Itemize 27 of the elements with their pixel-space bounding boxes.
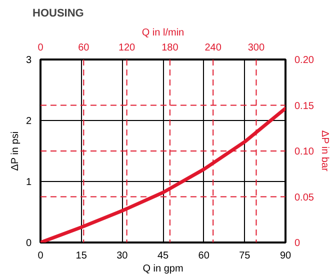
x-tick-label: 0 (38, 250, 44, 262)
y2-tick-label: 0.05 (294, 192, 314, 204)
x-tick-label: 45 (157, 250, 169, 262)
y2-tick-label: 0.10 (294, 146, 314, 158)
x2-tick-label: 300 (248, 42, 266, 54)
x-axis-title: Q in gpm (142, 264, 184, 274)
y-tick-label: 0 (26, 238, 32, 249)
x-tick-label: 60 (198, 250, 210, 262)
x2-tick-label: 60 (78, 42, 90, 54)
x2-tick-label: 240 (204, 42, 222, 54)
y-tick-label: 3 (26, 55, 32, 66)
x2-axis-title: Q in l/min (142, 28, 184, 38)
x2-tick-label: 120 (118, 42, 136, 54)
x-tick-label: 75 (239, 250, 251, 262)
y-axis-title: ΔP in psi (10, 131, 21, 171)
y-tick-label: 1 (26, 177, 32, 188)
x-tick-label: 15 (76, 250, 88, 262)
x-tick-label: 90 (280, 250, 292, 262)
x2-tick-label: 0 (38, 42, 44, 54)
x2-tick-label: 180 (162, 42, 179, 54)
chart-title: HOUSING (32, 8, 84, 20)
y2-axis-title: ΔP in bar (318, 130, 330, 172)
y2-tick-label: 0.15 (294, 100, 314, 112)
x-tick-label: 30 (116, 250, 128, 262)
y2-tick-label: 0.20 (294, 55, 314, 66)
y2-tick-label: 0 (294, 238, 300, 249)
y-tick-label: 2 (26, 116, 32, 127)
